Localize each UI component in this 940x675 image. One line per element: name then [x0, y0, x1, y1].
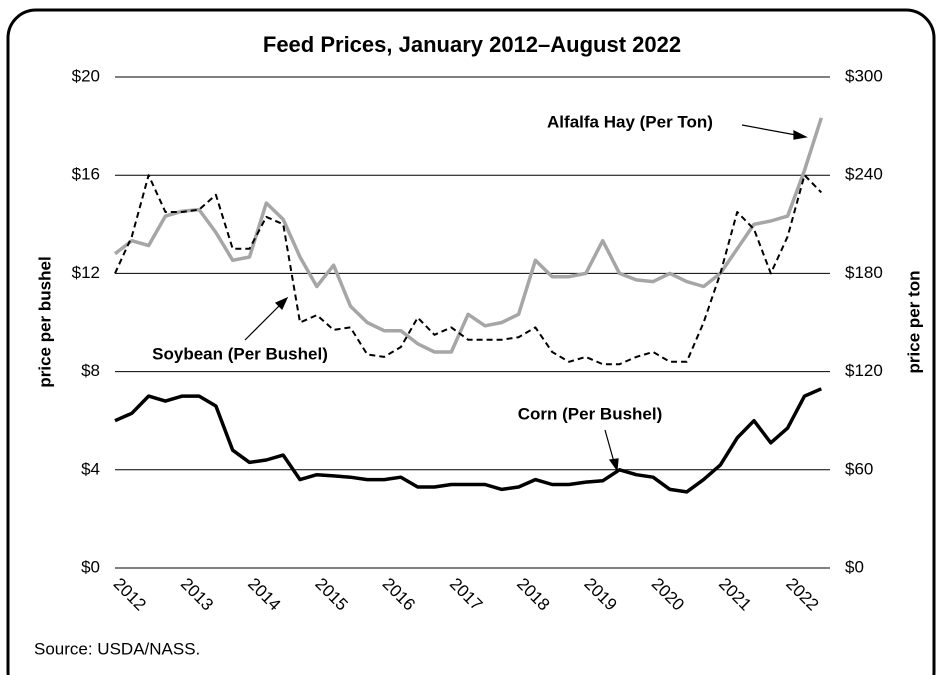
annotation-arrows — [244, 124, 808, 472]
y-tick-label: $12 — [72, 263, 100, 282]
y-tick-label: $16 — [72, 165, 100, 184]
y-tick-label: $8 — [81, 361, 100, 380]
y2-tick-label: $240 — [845, 165, 883, 184]
y2-axis-label: price per ton — [904, 271, 923, 374]
x-tick-label: 2014 — [244, 574, 284, 614]
x-tick-label: 2016 — [379, 574, 419, 614]
x-tick-label: 2022 — [782, 574, 822, 614]
x-tick-label: 2013 — [177, 574, 217, 614]
y2-tick-label: $60 — [845, 459, 873, 478]
y2-tick-label: $180 — [845, 263, 883, 282]
y2-tick-label: $120 — [845, 361, 883, 380]
x-tick-label: 2012 — [110, 574, 150, 614]
y2-tick-label: $0 — [845, 557, 864, 576]
x-tick-label: 2020 — [648, 574, 688, 614]
y-axis-label: price per bushel — [35, 256, 54, 387]
y2-tick-label: $300 — [845, 66, 883, 85]
chart-title: Feed Prices, January 2012–August 2022 — [263, 32, 681, 57]
x-tick-label: 2015 — [311, 574, 351, 614]
y-tick-label: $4 — [81, 459, 100, 478]
x-tick-label: 2021 — [715, 574, 755, 614]
frame — [6, 8, 936, 675]
series-label: Soybean (Per Bushel) — [152, 344, 328, 363]
series-line — [114, 174, 823, 366]
series-label: Corn (Per Bushel) — [518, 404, 663, 423]
source: Source: USDA/NASS. — [34, 639, 200, 658]
series-line — [113, 117, 823, 354]
y-tick-label: $20 — [72, 66, 100, 85]
y-tick-label: $0 — [81, 557, 100, 576]
x-tick-label: 2018 — [513, 574, 553, 614]
series-label: Alfalfa Hay (Per Ton) — [547, 112, 713, 131]
series-line — [114, 387, 822, 494]
x-tick-label: 2019 — [580, 574, 620, 614]
x-tick-label: 2017 — [446, 574, 486, 614]
